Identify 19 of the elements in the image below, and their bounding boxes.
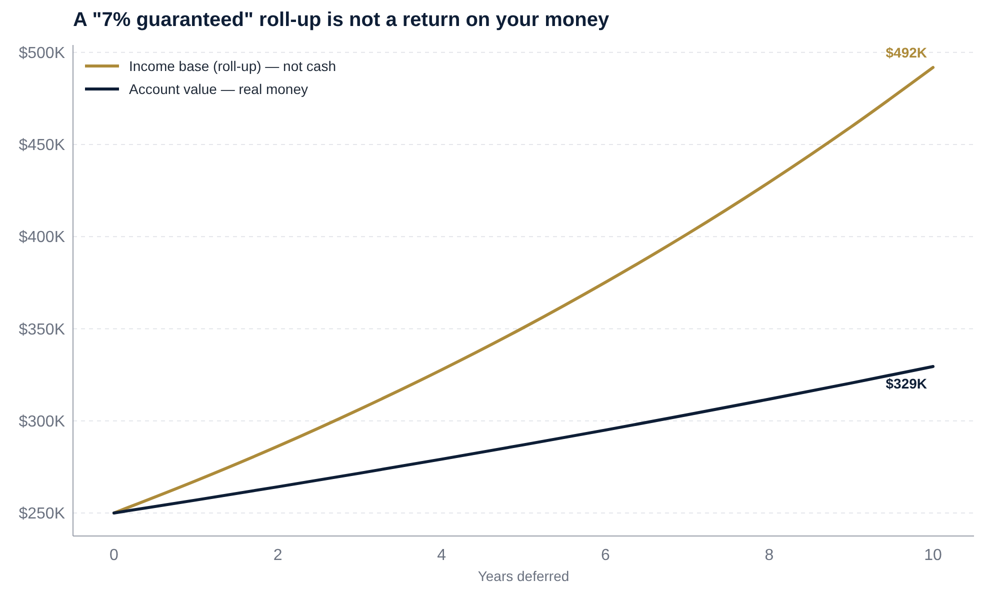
y-tick-label: $250K	[18, 506, 66, 523]
y-tick-label: $500K	[18, 44, 66, 62]
annotation: $329K	[886, 376, 928, 392]
line-series	[112, 365, 935, 514]
y-tick-label: $400K	[18, 229, 66, 246]
x-axis-title: Years deferred	[478, 568, 570, 584]
x-tick-label: 4	[437, 547, 446, 564]
x-tick-label: 6	[600, 547, 610, 564]
x-tick-label: 10	[924, 547, 942, 564]
x-tick-label: 0	[110, 547, 118, 564]
y-tick-label: $450K	[18, 137, 66, 154]
x-tick-label: 8	[764, 547, 774, 564]
y-tick-label: $300K	[18, 413, 66, 430]
chart-title: A "7% guaranteed" roll-up is not a return on your money	[73, 9, 610, 31]
legend-label: Income base (roll-up) — not cash	[129, 58, 336, 74]
y-tick-label: $350K	[18, 321, 66, 338]
x-tick-label: 2	[273, 547, 282, 564]
legend-label: Account value — real money	[129, 80, 308, 97]
annotation: $492K	[886, 44, 928, 60]
